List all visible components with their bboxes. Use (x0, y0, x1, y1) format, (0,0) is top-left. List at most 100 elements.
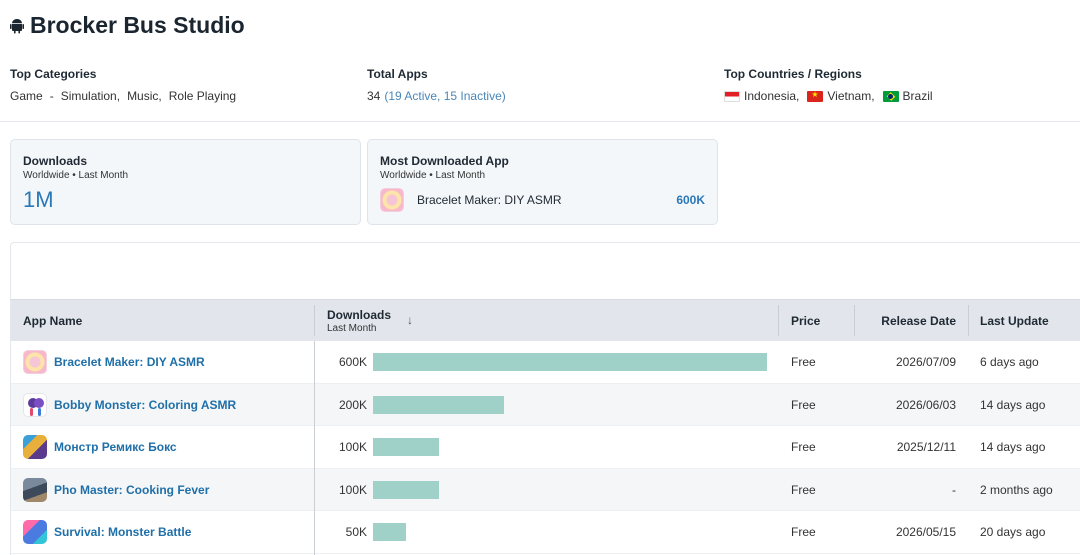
release-date-value: 2026/05/15 (895, 525, 956, 540)
country-brazil[interactable]: Brazil (882, 89, 933, 103)
column-header-price[interactable]: Price (791, 300, 820, 342)
last-update-value: 14 days ago (980, 397, 1046, 412)
column-divider[interactable] (968, 305, 969, 336)
category-item[interactable]: Music, (127, 89, 162, 103)
bobby-app-icon[interactable] (23, 392, 47, 417)
column-header-label: Price (791, 314, 821, 328)
downloads-bar (373, 480, 439, 499)
most-downloaded-app-value: 600K (676, 193, 705, 207)
column-divider[interactable] (314, 305, 315, 336)
column-header-downloads[interactable]: Downloads Last Month ↓ (327, 300, 447, 342)
country-indonesia[interactable]: Indonesia, (724, 89, 799, 103)
total-apps: Total Apps 34 (19 Active, 15 Inactive) (367, 67, 506, 103)
release-date-value: - (952, 482, 956, 497)
most-downloaded-app[interactable]: Bracelet Maker: DIY ASMR 600K (380, 188, 705, 212)
country-name: Indonesia, (744, 89, 800, 103)
page-header: Brocker Bus Studio (10, 12, 245, 39)
column-header-release-date[interactable]: Release Date (871, 300, 956, 342)
section-divider (0, 121, 1080, 122)
column-header-last-update[interactable]: Last Update (980, 300, 1049, 342)
table-row[interactable]: Bracelet Maker: DIY ASMR 600K Free 2026/… (11, 341, 1080, 384)
category-item[interactable]: Simulation, (60, 89, 121, 103)
top-categories: Top Categories Game - Simulation, Music,… (10, 67, 243, 103)
downloads-value: 100K (338, 482, 367, 497)
downloads-card-value: 1M (23, 187, 54, 212)
table-row[interactable]: Монстр Ремикс Бокс 100K Free 2025/12/11 … (11, 426, 1080, 469)
downloads-bar (373, 523, 406, 542)
total-apps-detail[interactable]: (19 Active, 15 Inactive) (384, 89, 506, 103)
top-countries-list: Indonesia, Vietnam, Brazil (724, 89, 941, 103)
top-categories-list: Game - Simulation, Music, Role Playing (10, 89, 243, 103)
app-cell: Монстр Ремикс Бокс (23, 426, 177, 468)
survival-app-icon[interactable] (23, 520, 47, 545)
app-name-link[interactable]: Bobby Monster: Coloring ASMR (54, 397, 237, 412)
monstr-app-icon[interactable] (23, 435, 47, 460)
category-separator: - (49, 89, 54, 103)
downloads-value: 100K (338, 440, 367, 455)
country-vietnam[interactable]: Vietnam, (807, 89, 875, 103)
top-countries-label: Top Countries / Regions (724, 67, 862, 81)
flag-vietnam-icon (807, 90, 824, 102)
downloads-bar (373, 395, 505, 414)
downloads-card-subtitle: Worldwide • Last Month (23, 170, 129, 181)
table-row[interactable]: Pho Master: Cooking Fever 100K Free - 2 … (11, 468, 1080, 512)
column-header-sublabel: Last Month (327, 323, 377, 334)
country-name: Vietnam, (827, 89, 875, 103)
total-apps-count: 34 (367, 89, 381, 103)
downloads-bar (373, 438, 439, 457)
release-date-value: 2026/07/09 (895, 355, 956, 369)
downloads-column-divider (314, 341, 315, 555)
category-item[interactable]: Role Playing (168, 89, 237, 103)
price-value: Free (791, 355, 816, 369)
sort-descending-icon[interactable]: ↓ (407, 313, 413, 327)
app-cell: Bobby Monster: Coloring ASMR (23, 384, 236, 426)
downloads-value: 50K (345, 525, 367, 540)
column-header-label: App Name (23, 314, 83, 328)
category-item[interactable]: Game (10, 89, 43, 103)
country-name: Brazil (902, 89, 933, 103)
column-header-label: Last Update (980, 314, 1049, 328)
column-header-label: Release Date (881, 314, 956, 328)
downloads-bar (373, 353, 767, 371)
top-countries: Top Countries / Regions Indonesia, Vietn… (724, 67, 941, 103)
column-header-app-name[interactable]: App Name (23, 300, 82, 342)
downloads-card-title: Downloads (23, 154, 88, 168)
most-downloaded-card: Most Downloaded App Worldwide • Last Mon… (367, 139, 718, 225)
downloads-value: 200K (338, 397, 367, 412)
last-update-value: 2 months ago (980, 482, 1053, 497)
last-update-value: 6 days ago (980, 355, 1039, 369)
top-categories-label: Top Categories (10, 67, 97, 81)
apps-table: App Name Downloads Last Month ↓ Price Re… (10, 242, 1080, 555)
app-name-link[interactable]: Монстр Ремикс Бокс (54, 440, 177, 455)
release-date-value: 2025/12/11 (896, 440, 956, 455)
flag-indonesia-icon (724, 90, 740, 102)
last-update-value: 20 days ago (980, 525, 1046, 540)
bracelet-app-icon[interactable] (23, 350, 47, 374)
most-downloaded-app-name: Bracelet Maker: DIY ASMR (417, 193, 562, 207)
pho-app-icon[interactable] (23, 477, 47, 502)
android-icon (10, 18, 24, 33)
column-header-label: Downloads (327, 308, 392, 322)
app-cell: Pho Master: Cooking Fever (23, 469, 209, 511)
column-divider[interactable] (854, 305, 855, 336)
app-cell: Survival: Monster Battle (23, 511, 191, 553)
table-row[interactable]: Survival: Monster Battle 50K Free 2026/0… (11, 511, 1080, 554)
app-name-link[interactable]: Pho Master: Cooking Fever (54, 482, 210, 497)
price-value: Free (791, 440, 816, 455)
table-header: App Name Downloads Last Month ↓ Price Re… (11, 299, 1080, 341)
total-apps-value: 34 (19 Active, 15 Inactive) (367, 89, 506, 103)
bobby-monster-icon (28, 397, 44, 416)
table-row[interactable]: Bobby Monster: Coloring ASMR 200K Free 2… (11, 383, 1080, 427)
app-name-link[interactable]: Bracelet Maker: DIY ASMR (54, 355, 205, 369)
flag-brazil-icon (882, 90, 899, 102)
bracelet-app-icon (380, 188, 404, 212)
last-update-value: 14 days ago (980, 440, 1046, 455)
column-divider[interactable] (778, 305, 779, 336)
app-name-link[interactable]: Survival: Monster Battle (54, 525, 192, 540)
price-value: Free (791, 525, 816, 540)
total-apps-label: Total Apps (367, 67, 428, 81)
most-downloaded-card-title: Most Downloaded App (380, 154, 509, 168)
price-value: Free (791, 397, 816, 412)
table-body: Bracelet Maker: DIY ASMR 600K Free 2026/… (11, 341, 1080, 554)
downloads-card: Downloads Worldwide • Last Month 1M (10, 139, 361, 225)
